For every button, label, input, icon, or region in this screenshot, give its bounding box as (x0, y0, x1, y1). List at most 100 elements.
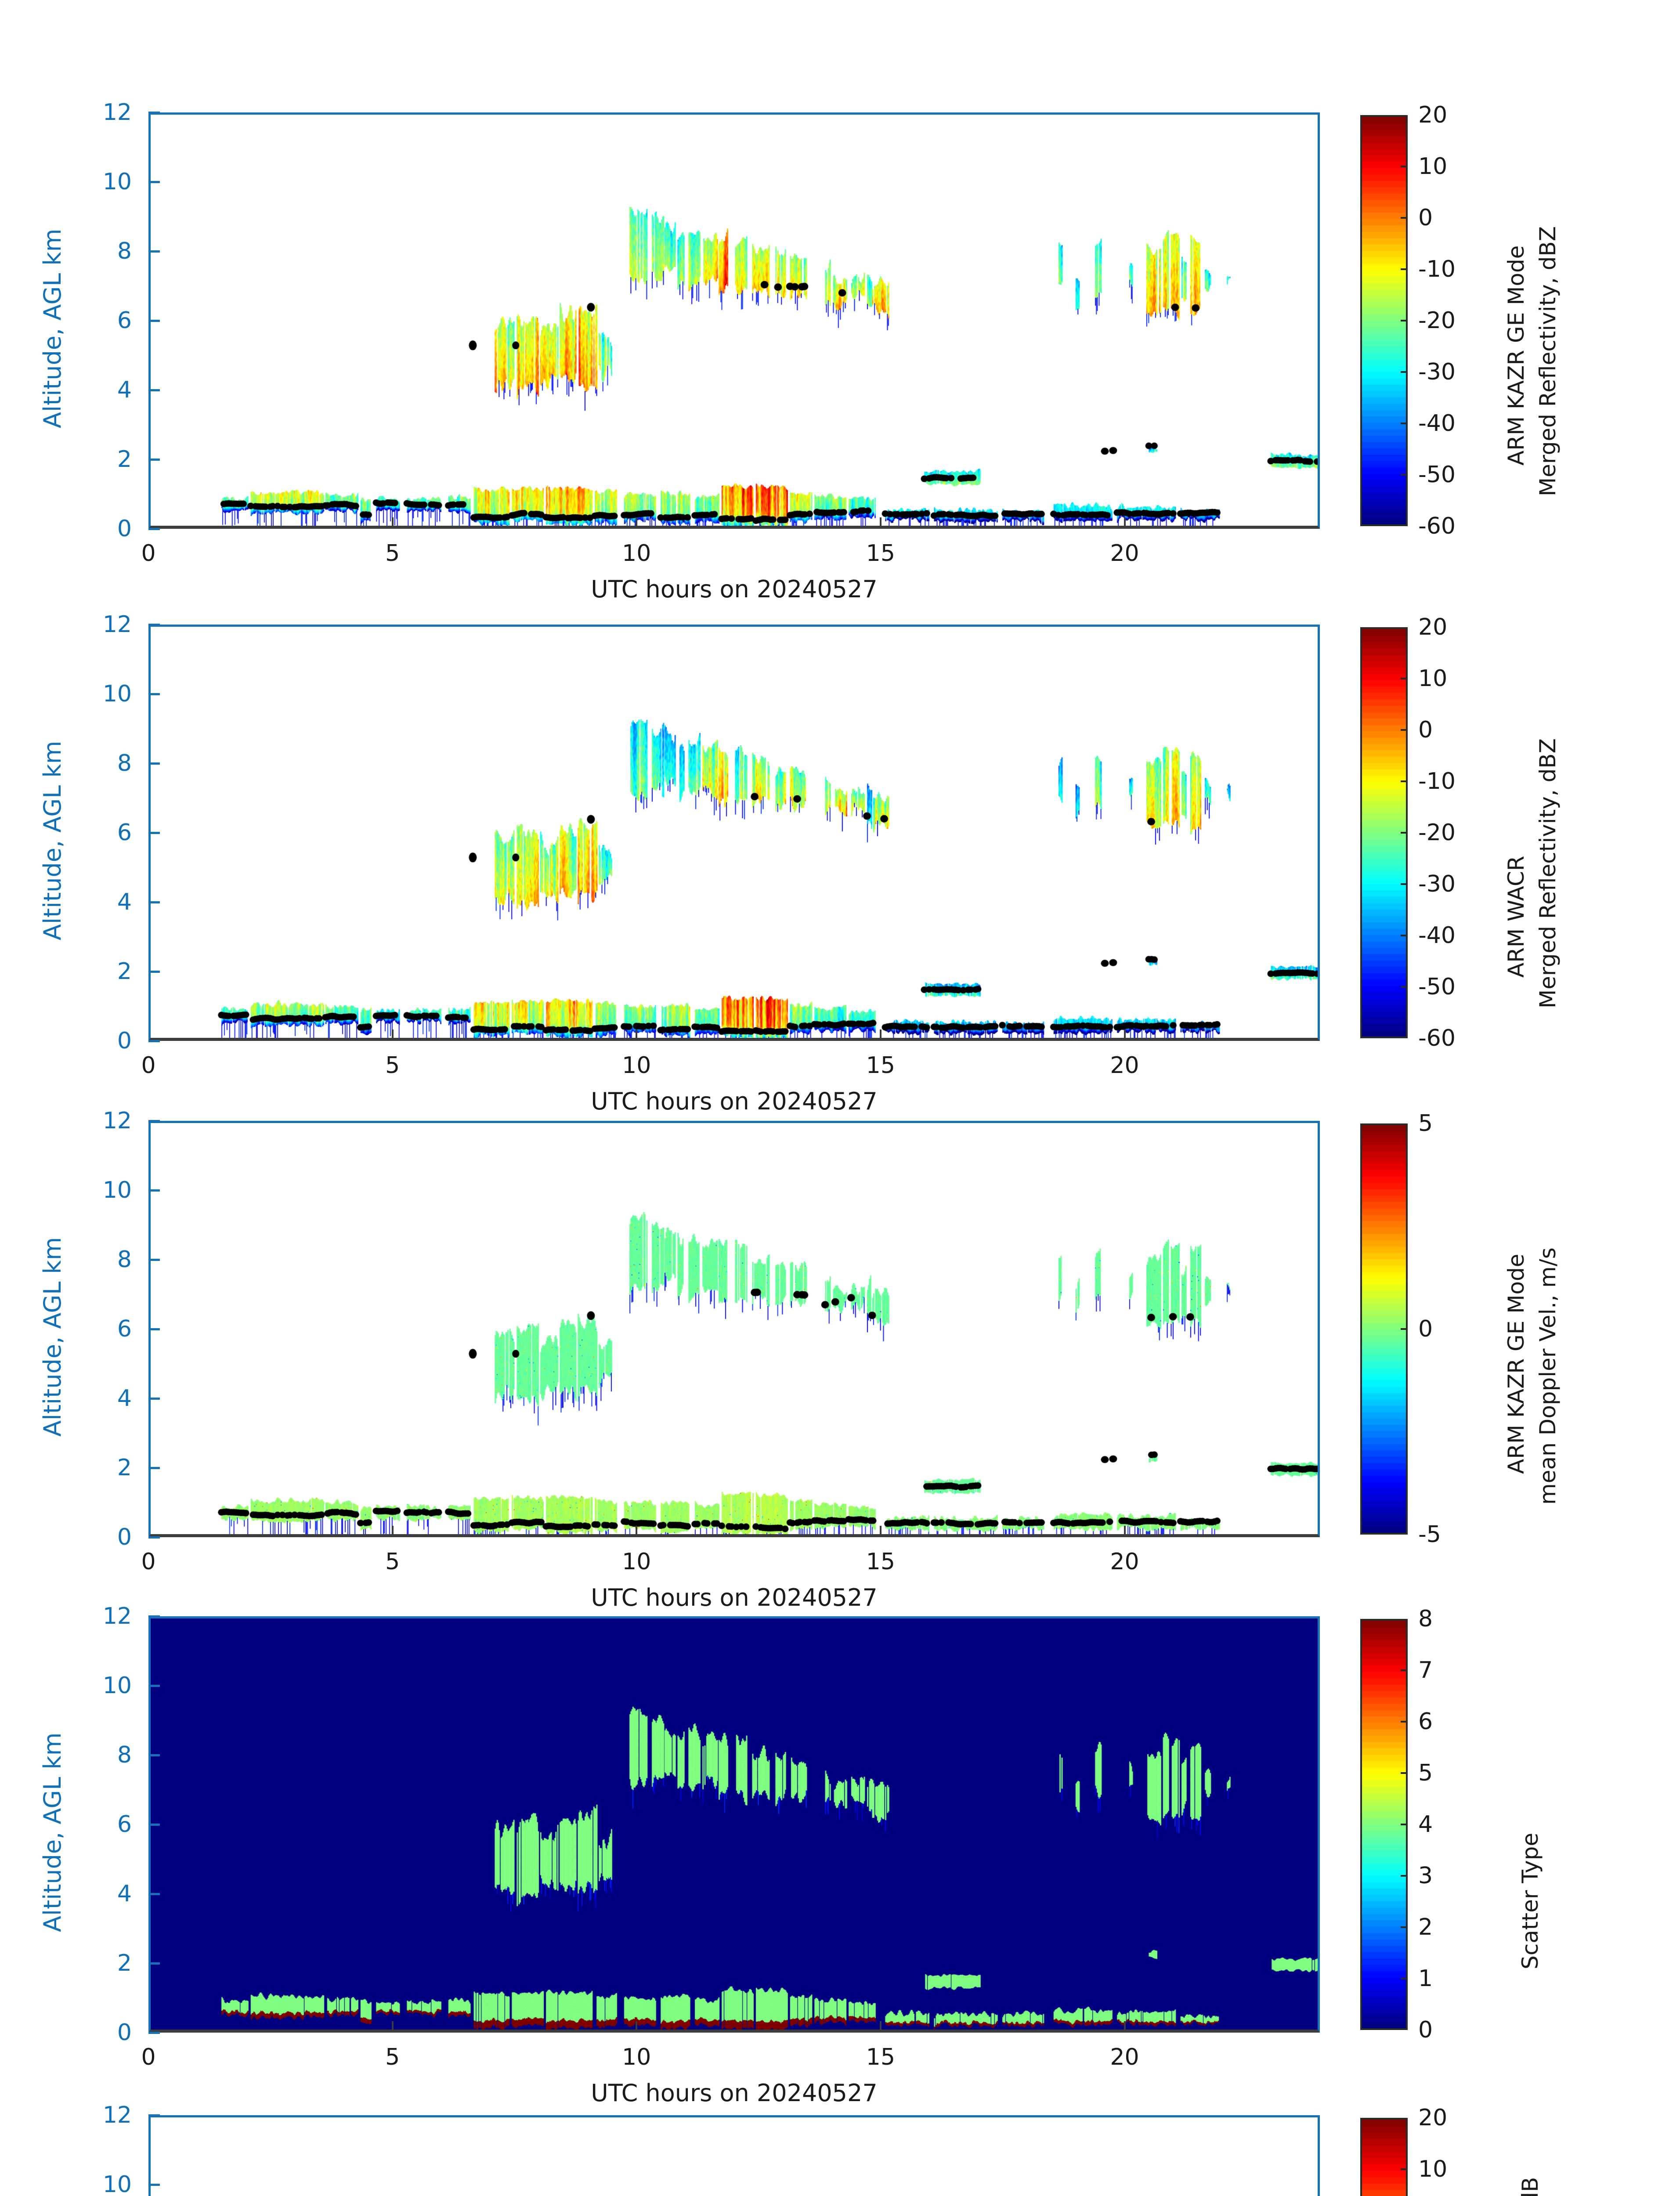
plot-area-1[interactable] (148, 112, 1320, 529)
y-tick-mark (148, 1754, 160, 1756)
y-tick-mark (148, 1328, 160, 1330)
y-tick-mark (148, 762, 160, 765)
x-tick-label: 20 (1110, 1549, 1139, 1575)
x-tick-mark (636, 517, 638, 529)
y-tick-label: 6 (117, 1811, 132, 1838)
plot-area-3[interactable] (148, 1121, 1320, 1537)
y-tick-label: 2 (117, 446, 132, 473)
plot-area-2[interactable] (148, 625, 1320, 1041)
colorbar-gradient-5 (1362, 2120, 1406, 2196)
y-tick-label: 0 (117, 2019, 132, 2046)
colorbar-tick-label: 3 (1418, 1863, 1433, 1889)
y-tick-label: 4 (117, 889, 132, 915)
x-tick-label: 10 (622, 1549, 651, 1575)
x-tick-mark (879, 517, 882, 529)
y-tick-label: 10 (102, 1672, 132, 1699)
colorbar-tick-mark (1401, 935, 1408, 936)
colorbar-tick-mark (1401, 1875, 1408, 1877)
colorbar-tick-mark (1401, 1926, 1408, 1928)
y-tick-mark (148, 1040, 160, 1042)
y-tick-label: 2 (117, 1455, 132, 1481)
y-tick-mark (148, 1824, 160, 1826)
colorbar-tick-label: -40 (1418, 922, 1456, 949)
colorbar-tick-label: 0 (1418, 717, 1433, 743)
colorbar-tick-mark (1401, 268, 1408, 270)
x-tick-label: 5 (385, 2044, 400, 2070)
x-tick-label: 0 (141, 2044, 156, 2070)
colorbar-label-line1-5: De-Cluttered Max Refl., dB (1517, 2177, 1543, 2196)
x-axis-label-4: UTC hours on 20240527 (591, 2079, 878, 2107)
y-tick-label: 12 (102, 611, 132, 638)
colorbar-tick-label: -60 (1418, 1025, 1456, 1051)
x-tick-mark (391, 2021, 394, 2033)
y-tick-label: 0 (117, 1524, 132, 1550)
x-tick-mark (391, 1029, 394, 1041)
x-tick-label: 15 (866, 1549, 895, 1575)
y-tick-label: 12 (102, 1603, 132, 1629)
plot-area-5[interactable] (148, 2115, 1320, 2196)
colorbar-tick-mark (1401, 832, 1408, 834)
y-tick-label: 2 (117, 1950, 132, 1976)
x-tick-mark (636, 1526, 638, 1537)
y-tick-mark (148, 1685, 160, 1687)
colorbar-tick-mark (1401, 1721, 1408, 1723)
colorbar-tick-label: -30 (1418, 871, 1456, 897)
x-tick-label: 5 (385, 1052, 400, 1079)
colorbar-tick-mark (1401, 678, 1408, 679)
x-tick-label: 5 (385, 1549, 400, 1575)
x-tick-label: 15 (866, 1052, 895, 1079)
y-tick-label: 4 (117, 1385, 132, 1412)
radar-heatmap-canvas-3 (151, 1123, 1318, 1534)
y-tick-label: 2 (117, 958, 132, 985)
colorbar-tick-label: 7 (1418, 1657, 1433, 1683)
colorbar-tick-label: 10 (1418, 2156, 1448, 2182)
colorbar-tick-label: 4 (1418, 1811, 1433, 1838)
y-tick-label: 4 (117, 1881, 132, 1907)
colorbar-tick-label: -10 (1418, 768, 1456, 795)
y-tick-mark (148, 624, 160, 626)
y-tick-mark (148, 693, 160, 695)
y-tick-mark (148, 181, 160, 183)
radar-heatmap-canvas-2 (151, 627, 1318, 1038)
y-tick-mark (148, 112, 160, 114)
y-tick-label: 6 (117, 820, 132, 846)
colorbar-tick-label: 10 (1418, 665, 1448, 692)
colorbar-tick-label: -50 (1418, 462, 1456, 488)
colorbar-tick-mark (1401, 1772, 1408, 1774)
plot-area-4[interactable] (148, 1616, 1320, 2033)
radar-heatmap-canvas-1 (151, 115, 1318, 526)
x-axis-label-1: UTC hours on 20240527 (591, 575, 878, 603)
x-axis-label-3: UTC hours on 20240527 (591, 1584, 878, 1611)
y-tick-label: 10 (102, 1177, 132, 1203)
y-tick-mark (148, 2114, 160, 2117)
y-tick-mark (148, 2184, 160, 2186)
x-tick-mark (1124, 1029, 1126, 1041)
colorbar-tick-label: -40 (1418, 410, 1456, 437)
y-tick-label: 10 (102, 169, 132, 195)
y-tick-label: 12 (102, 99, 132, 126)
y-tick-label: 4 (117, 377, 132, 403)
colorbar-gradient-1 (1362, 117, 1406, 524)
x-tick-label: 15 (866, 2044, 895, 2070)
colorbar-tick-label: -20 (1418, 307, 1456, 334)
x-tick-label: 0 (141, 1549, 156, 1575)
colorbar-tick-mark (1401, 1669, 1408, 1671)
colorbar-tick-mark (1401, 166, 1408, 167)
y-tick-label: 8 (117, 238, 132, 264)
colorbar-tick-label: 5 (1418, 1110, 1433, 1137)
x-tick-mark (636, 1029, 638, 1041)
y-tick-mark (148, 459, 160, 461)
colorbar-tick-label: 0 (1418, 205, 1433, 231)
y-tick-label: 6 (117, 307, 132, 334)
colorbar-tick-label: 8 (1418, 1606, 1433, 1632)
colorbar-tick-label: -50 (1418, 974, 1456, 1000)
y-tick-mark (148, 971, 160, 973)
x-tick-mark (636, 2021, 638, 2033)
colorbar-tick-label: 5 (1418, 1760, 1433, 1786)
x-tick-mark (1124, 1526, 1126, 1537)
x-tick-label: 10 (622, 540, 651, 567)
